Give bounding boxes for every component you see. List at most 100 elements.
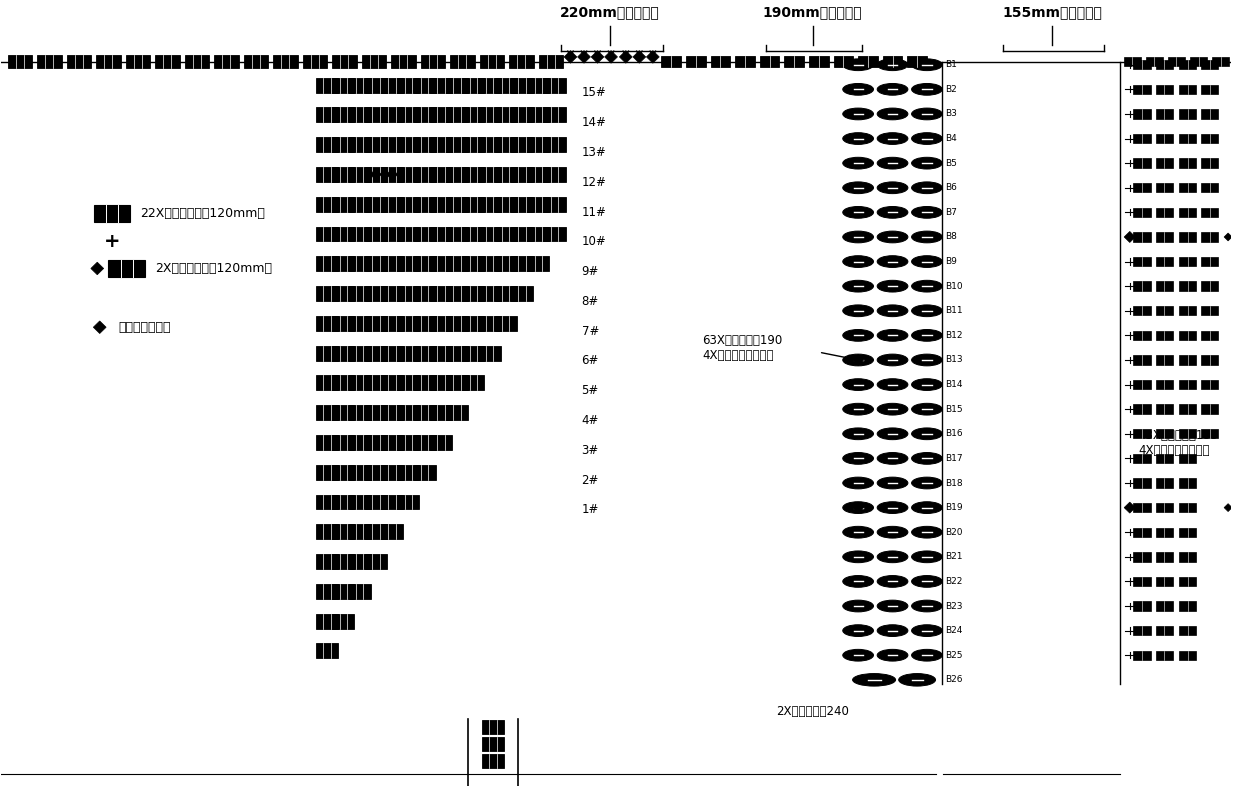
- Bar: [108, 260, 145, 277]
- Bar: [785, 56, 804, 67]
- Bar: [381, 257, 403, 272]
- Bar: [495, 257, 517, 272]
- Ellipse shape: [911, 305, 942, 316]
- Bar: [1133, 331, 1151, 340]
- Text: 13#: 13#: [582, 146, 606, 159]
- Text: B21: B21: [945, 552, 963, 561]
- Text: 11#: 11#: [582, 205, 606, 219]
- Bar: [1179, 232, 1197, 242]
- Bar: [316, 554, 339, 569]
- Bar: [397, 494, 419, 509]
- Ellipse shape: [911, 256, 942, 268]
- Ellipse shape: [911, 354, 942, 366]
- Polygon shape: [91, 262, 104, 275]
- Text: B19: B19: [945, 503, 963, 512]
- Bar: [332, 614, 355, 629]
- Ellipse shape: [877, 428, 908, 440]
- Bar: [1156, 626, 1173, 635]
- Ellipse shape: [911, 575, 942, 587]
- Text: B24: B24: [945, 626, 962, 635]
- Bar: [1133, 158, 1151, 168]
- Bar: [1156, 183, 1173, 193]
- Text: 220mm刀高撟裂刀: 220mm刀高撟裂刀: [560, 6, 660, 20]
- Bar: [1133, 183, 1151, 193]
- Polygon shape: [620, 50, 632, 63]
- Bar: [185, 55, 210, 68]
- Bar: [413, 316, 435, 331]
- Ellipse shape: [877, 330, 908, 342]
- Bar: [1156, 158, 1173, 168]
- Bar: [1179, 552, 1197, 561]
- Bar: [510, 55, 533, 68]
- Bar: [1133, 651, 1151, 660]
- Bar: [332, 584, 355, 599]
- Ellipse shape: [911, 182, 942, 194]
- Text: B25: B25: [945, 651, 963, 660]
- Bar: [381, 167, 403, 182]
- Bar: [365, 465, 387, 479]
- Bar: [430, 257, 451, 272]
- Bar: [273, 55, 298, 68]
- Bar: [365, 345, 387, 360]
- Ellipse shape: [877, 231, 908, 243]
- Bar: [397, 316, 419, 331]
- Bar: [1179, 626, 1197, 635]
- Polygon shape: [632, 50, 646, 63]
- Ellipse shape: [853, 674, 895, 686]
- Bar: [348, 375, 371, 390]
- Ellipse shape: [911, 379, 942, 390]
- Bar: [381, 108, 403, 122]
- Ellipse shape: [877, 527, 908, 538]
- Ellipse shape: [877, 133, 908, 145]
- Bar: [735, 56, 755, 67]
- Bar: [1133, 626, 1151, 635]
- Text: 22X边切刀（刀高120mm）: 22X边切刀（刀高120mm）: [140, 207, 265, 220]
- Ellipse shape: [911, 157, 942, 169]
- Text: 4#: 4#: [582, 414, 599, 427]
- Text: 6#: 6#: [582, 354, 599, 368]
- Ellipse shape: [877, 403, 908, 415]
- Bar: [348, 227, 371, 242]
- Bar: [215, 55, 238, 68]
- Bar: [495, 108, 517, 122]
- Polygon shape: [564, 50, 577, 63]
- Bar: [348, 524, 371, 539]
- Ellipse shape: [843, 575, 873, 587]
- Bar: [332, 286, 355, 301]
- Bar: [348, 316, 371, 331]
- Bar: [495, 78, 517, 93]
- Bar: [348, 78, 371, 93]
- Ellipse shape: [877, 477, 908, 489]
- Text: B20: B20: [945, 528, 963, 537]
- Text: 7#: 7#: [582, 325, 599, 338]
- Ellipse shape: [911, 551, 942, 563]
- Ellipse shape: [877, 83, 908, 95]
- Bar: [1202, 405, 1218, 414]
- Bar: [1179, 158, 1197, 168]
- Bar: [511, 78, 533, 93]
- Bar: [365, 494, 387, 509]
- Bar: [711, 56, 730, 67]
- Bar: [1123, 57, 1141, 66]
- Bar: [413, 137, 435, 152]
- Bar: [1179, 453, 1197, 463]
- Bar: [1179, 306, 1197, 316]
- Text: 12#: 12#: [582, 176, 606, 189]
- Bar: [446, 167, 469, 182]
- Ellipse shape: [843, 330, 873, 342]
- Bar: [316, 435, 339, 450]
- Bar: [332, 345, 355, 360]
- Polygon shape: [1125, 231, 1136, 242]
- Bar: [365, 375, 387, 390]
- Bar: [365, 316, 387, 331]
- Bar: [7, 55, 32, 68]
- Bar: [1179, 355, 1197, 364]
- Text: B17: B17: [945, 454, 963, 463]
- Bar: [365, 108, 387, 122]
- Ellipse shape: [843, 59, 873, 71]
- Bar: [37, 55, 62, 68]
- Ellipse shape: [843, 477, 873, 489]
- Bar: [479, 167, 501, 182]
- Bar: [480, 55, 505, 68]
- Ellipse shape: [843, 231, 873, 243]
